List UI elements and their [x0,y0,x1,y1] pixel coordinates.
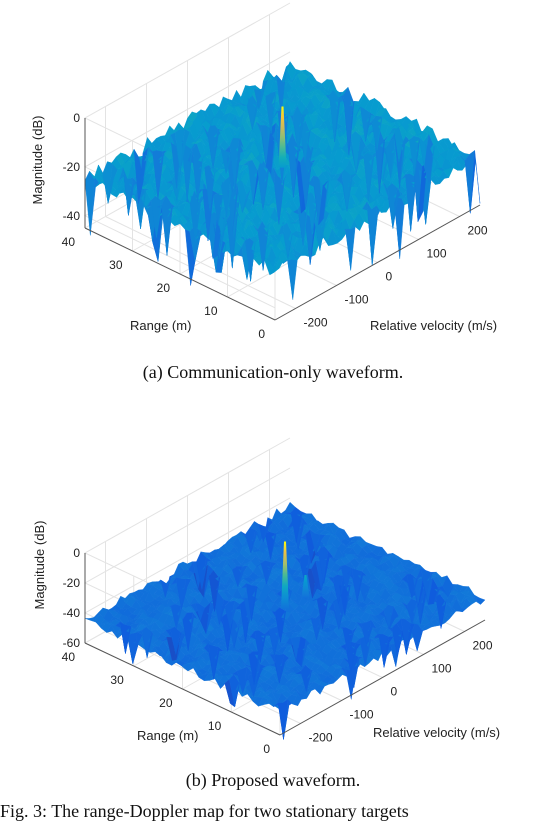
y-tick-label: 20 [157,281,171,295]
x-tick-label: 0 [386,270,393,284]
y-tick-label: 0 [258,327,265,341]
caption-a: (a) Communication-only waveform. [0,362,546,383]
y-tick-label: 40 [62,235,76,249]
y-tick-label: 40 [62,650,76,664]
z-tick-label: -20 [63,160,81,174]
surface-chart-a: -200 -100 0 100 200 0 10 20 30 40 0 -20 -40 Relative … [0,0,546,400]
y-tick-label: 30 [109,258,123,272]
z-tick-label: 0 [73,111,80,125]
figure-caption: Fig. 3: The range-Doppler map for two st… [0,800,546,822]
z-tick-label: -40 [63,606,81,620]
y-axis-label: Range (m) [130,318,191,333]
z-tick-label: -40 [63,209,81,223]
z-axis-label: Magnitude (dB) [32,521,47,610]
y-tick-label: 10 [204,304,218,318]
z-tick-label: 0 [73,546,80,560]
x-tick-label: 100 [427,247,447,261]
y-tick-label: 30 [110,673,124,687]
surface-chart-b: -200 -100 0 100 200 0 10 20 30 40 0 -20 -40 -60 Relati… [0,410,546,810]
surface-mesh [85,502,485,739]
surface-plot-a: -200 -100 0 100 200 0 10 20 30 40 0 -20 -40 Relative … [0,0,546,360]
x-tick-label: 200 [468,224,488,238]
surface-plot-b: -200 -100 0 100 200 0 10 20 30 40 0 -20 -40 -60 Relati… [0,410,546,770]
x-tick-label: -200 [309,731,333,745]
x-tick-label: 200 [473,639,493,653]
z-tick-label: -60 [63,636,81,650]
y-tick-label: 20 [159,696,173,710]
z-axis-label: Magnitude (dB) [30,116,45,205]
caption-b: (b) Proposed waveform. [0,770,546,791]
x-axis-label: Relative velocity (m/s) [370,318,497,333]
z-tick-label: -20 [63,576,81,590]
y-tick-label: 10 [208,719,222,733]
x-tick-label: -100 [350,708,374,722]
y-tick-label: 0 [263,742,270,756]
surface-mesh [85,62,480,300]
x-tick-label: -100 [345,293,369,307]
x-tick-label: -200 [304,316,328,330]
x-tick-label: 100 [432,662,452,676]
y-axis-label: Range (m) [137,728,198,743]
x-axis-label: Relative velocity (m/s) [373,725,500,740]
x-tick-label: 0 [391,685,398,699]
